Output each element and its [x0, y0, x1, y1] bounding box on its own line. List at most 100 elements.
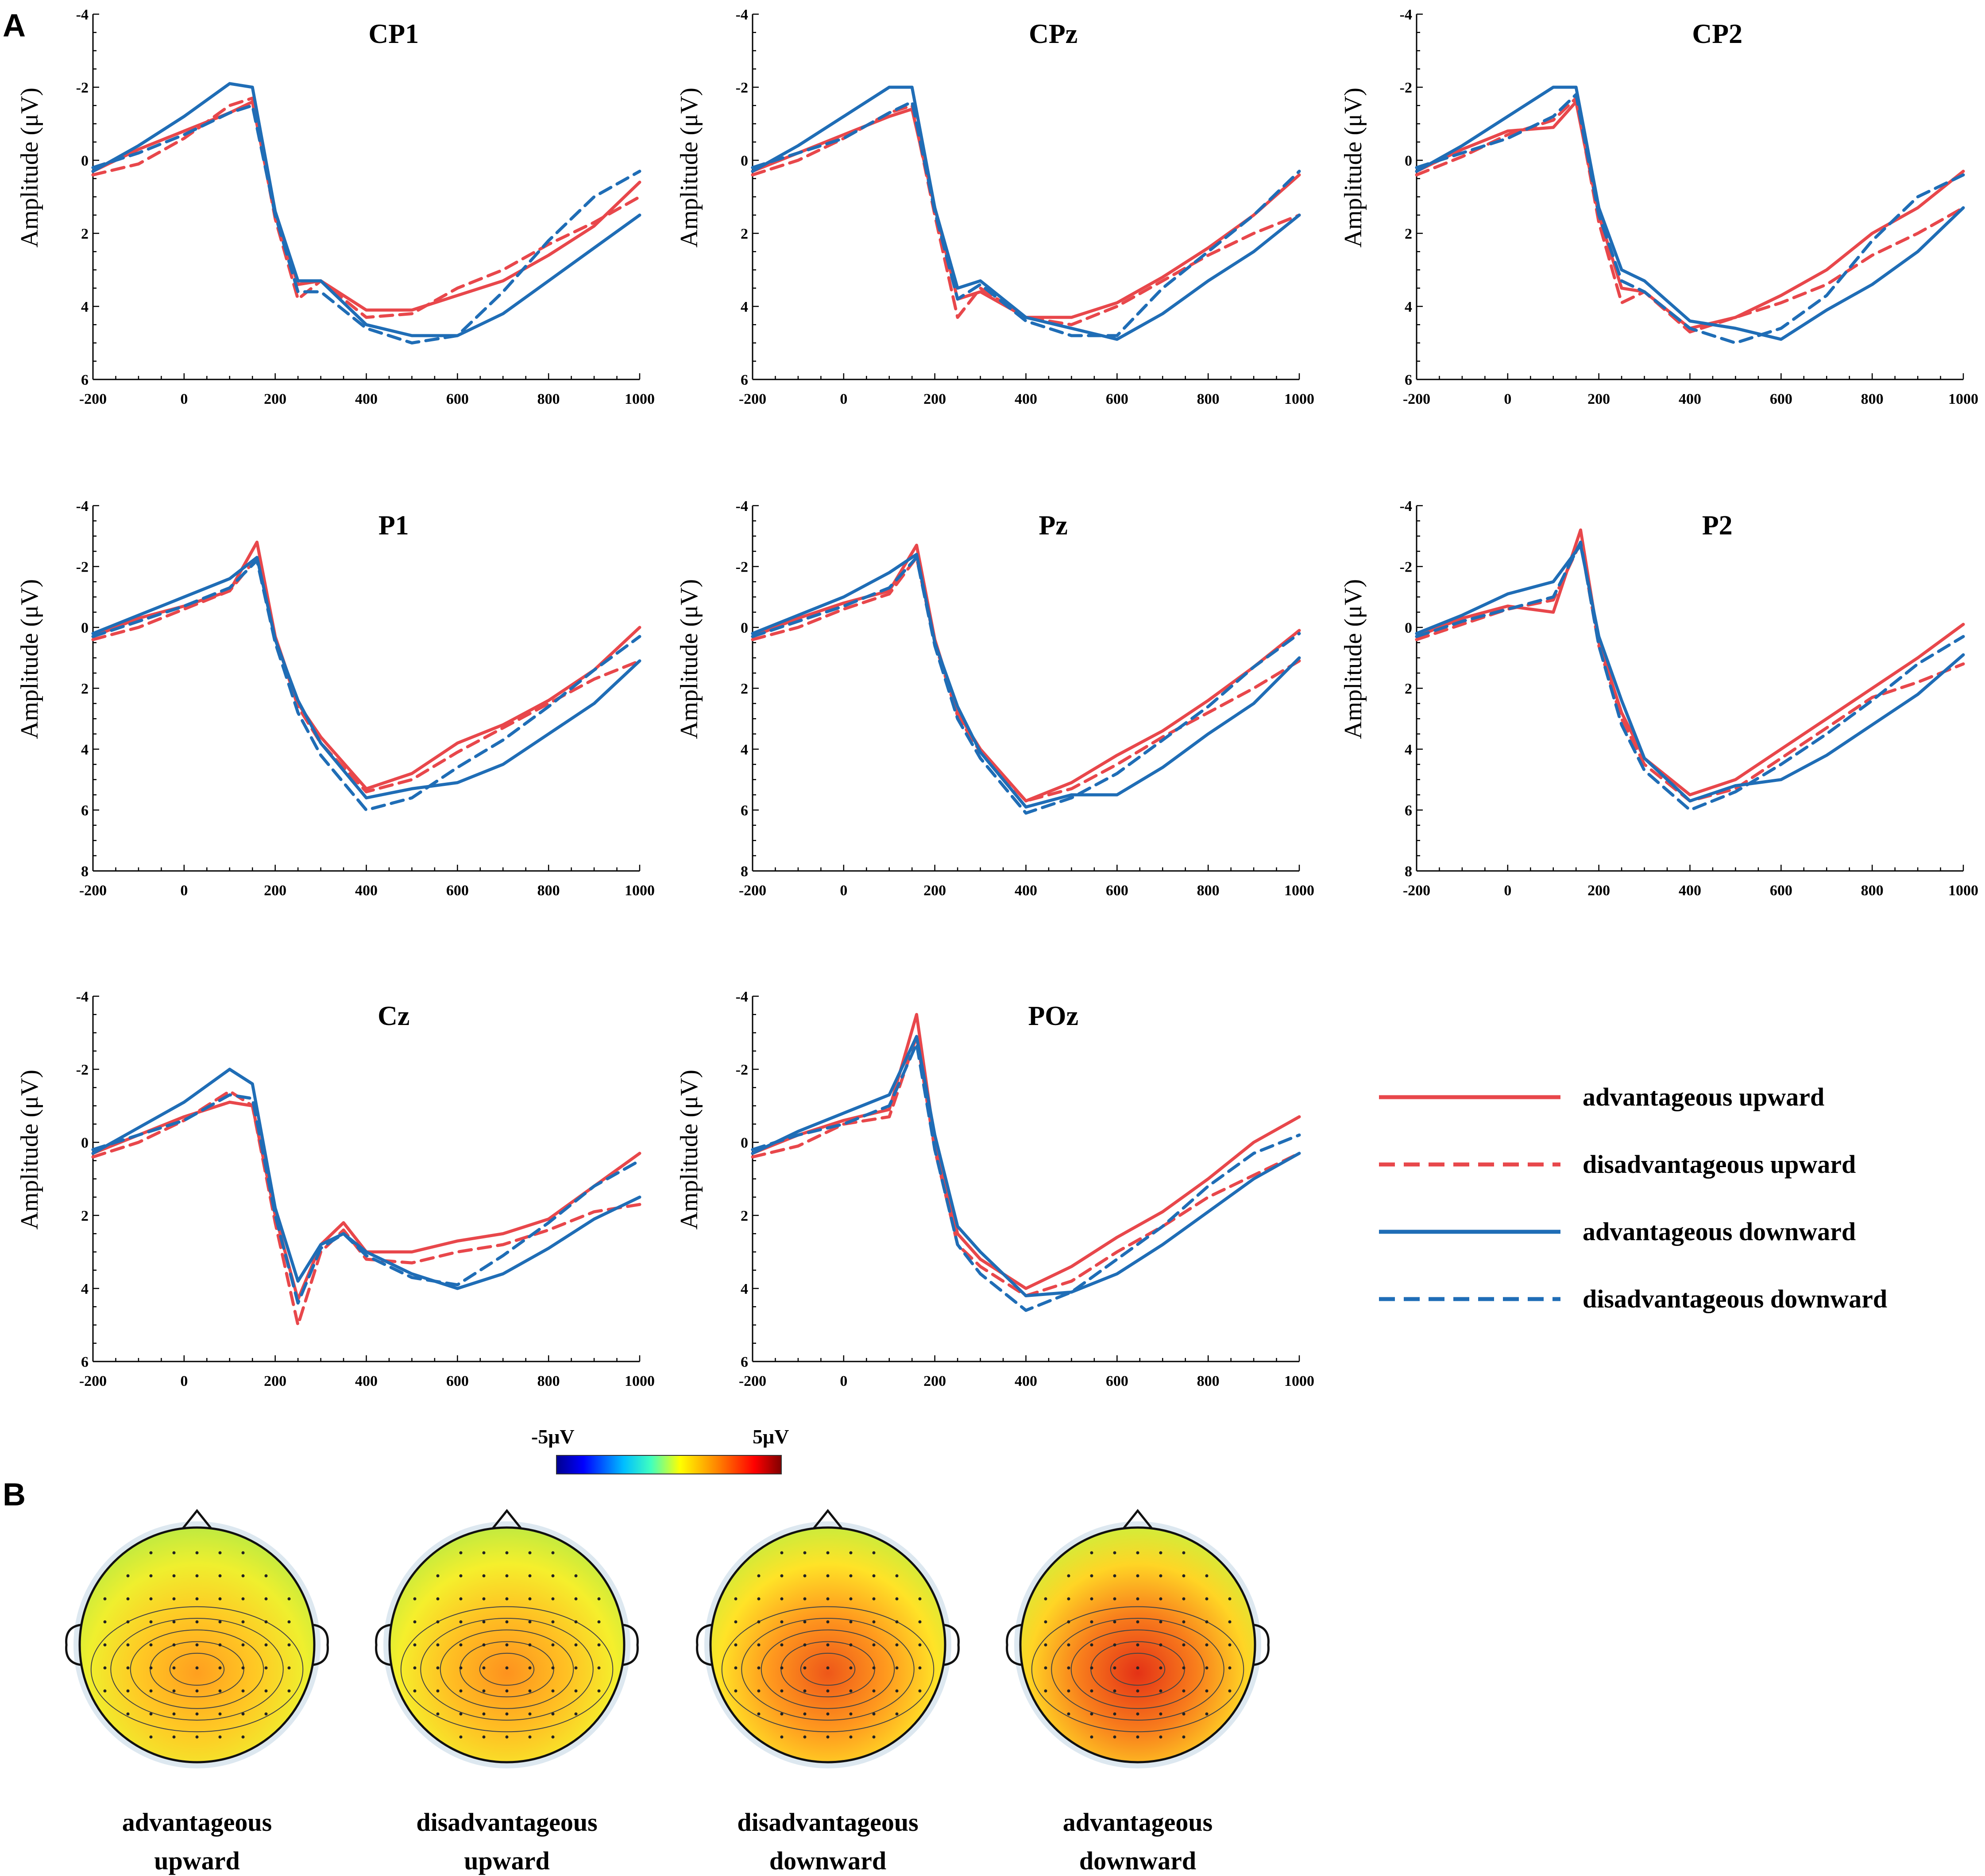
y-tick-label: 6: [741, 803, 748, 819]
y-tick-label: 6: [1405, 372, 1412, 388]
electrode-dot: [482, 1574, 486, 1578]
electrode-dot: [149, 1689, 153, 1693]
series-advantageous-downward: [751, 85, 1301, 341]
x-tick-label: 200: [264, 391, 286, 407]
electrode-dot: [826, 1735, 830, 1739]
electrode-dot: [1228, 1666, 1232, 1670]
electrode-dot: [1182, 1597, 1186, 1601]
electrode-dot: [895, 1574, 899, 1578]
electrode-dot: [1182, 1735, 1186, 1739]
electrode-dot: [872, 1712, 876, 1716]
electrode-dot: [895, 1712, 899, 1716]
y-tick-label: -2: [736, 80, 748, 96]
chart-title: P1: [378, 511, 409, 541]
electrode-dot: [241, 1643, 245, 1647]
series-disadvantageous-upward: [751, 1035, 1301, 1297]
electrode-dot: [734, 1666, 738, 1670]
x-tick-label: -200: [739, 882, 766, 899]
x-tick-label: 400: [1015, 1373, 1037, 1389]
series-disadvantageous-upward: [91, 97, 641, 319]
electrode-dot: [1044, 1620, 1047, 1624]
electrode-dot: [1182, 1574, 1186, 1578]
topomap-label-line2: upward: [154, 1846, 239, 1875]
colorbar-gradient: [556, 1455, 782, 1474]
electrode-dot: [172, 1574, 176, 1578]
electrode-dot: [149, 1643, 153, 1647]
electrode-dot: [436, 1643, 440, 1647]
electrode-dot: [757, 1666, 761, 1670]
y-tick-label: 4: [741, 742, 748, 758]
legend: advantageous upward disadvantageous upwa…: [1379, 1083, 1887, 1313]
electrode-dot: [757, 1689, 761, 1693]
electrode-dot: [757, 1597, 761, 1601]
electrode-dot: [505, 1712, 509, 1716]
chart-cp1: -4 -2 0 2 4 6 -200 0 200 400 600 800 1000 CP1 Amplitud…: [16, 7, 655, 407]
electrode-dot: [459, 1689, 463, 1693]
y-tick-label: 4: [741, 299, 748, 315]
topomap-contour: [400, 1606, 614, 1733]
y-axis-label: Amplitude (μV): [676, 579, 703, 739]
x-tick-label: -200: [1403, 882, 1430, 899]
y-tick-label: -2: [76, 1062, 89, 1078]
electrode-dot: [597, 1597, 601, 1601]
topomap-label-line2: downward: [1079, 1846, 1196, 1875]
electrode-dot: [1159, 1620, 1162, 1624]
chart-title: Cz: [378, 1001, 409, 1031]
electrode-dot: [574, 1620, 578, 1624]
right-ear: [623, 1624, 639, 1666]
electrode-dot: [826, 1597, 830, 1601]
electrode-dot: [1044, 1689, 1047, 1693]
y-axis-label: Amplitude (μV): [16, 579, 43, 739]
electrode-dot: [172, 1666, 176, 1670]
electrode-dot: [172, 1551, 176, 1555]
right-ear: [1254, 1624, 1270, 1666]
electrode-dot: [780, 1735, 784, 1739]
electrode-dot: [459, 1735, 463, 1739]
topomap-contour: [420, 1617, 594, 1721]
topomap-label-line2: downward: [769, 1846, 886, 1875]
electrode-dot: [872, 1735, 876, 1739]
electrode-dot: [551, 1689, 555, 1693]
electrode-dot: [918, 1597, 922, 1601]
electrode-dot: [1182, 1689, 1186, 1693]
electrode-dot: [1090, 1620, 1093, 1624]
electrode-dot: [1090, 1689, 1093, 1693]
electrode-dot: [241, 1735, 245, 1739]
electrode-dot: [849, 1712, 853, 1716]
electrode-dot: [1113, 1551, 1116, 1555]
electrode-dot: [126, 1597, 130, 1601]
x-tick-label: 400: [355, 1373, 378, 1389]
electrode-dot: [149, 1712, 153, 1716]
electrode-dot: [826, 1574, 830, 1578]
electrode-dot: [803, 1666, 807, 1670]
electrode-dot: [103, 1643, 107, 1647]
electrode-dot: [528, 1666, 532, 1670]
electrode-dot: [872, 1620, 876, 1624]
electrode-dot: [1113, 1735, 1116, 1739]
x-tick-label: 0: [1504, 391, 1511, 407]
y-tick-label: -2: [1400, 80, 1412, 96]
electrode-dot: [528, 1597, 532, 1601]
x-tick-label: 0: [180, 882, 188, 899]
x-tick-label: 200: [1587, 391, 1610, 407]
electrode-dot: [780, 1620, 784, 1624]
electrode-dot: [1113, 1666, 1116, 1670]
series-disadvantageous-downward: [751, 556, 1301, 815]
electrode-dot: [195, 1551, 199, 1555]
legend-label-disadvantageous-downward: disadvantageous downward: [1583, 1284, 1887, 1313]
electrode-dot: [780, 1551, 784, 1555]
electrode-dot: [482, 1597, 486, 1601]
electrode-dot: [459, 1597, 463, 1601]
electrode-dot: [241, 1666, 245, 1670]
x-tick-label: 200: [923, 882, 946, 899]
electrode-dot: [218, 1735, 222, 1739]
y-tick-label: -2: [76, 80, 89, 96]
legend-label-disadvantageous-upward: disadvantageous upward: [1583, 1150, 1856, 1179]
head-outline: [709, 1526, 946, 1764]
electrode-dot: [826, 1666, 830, 1670]
chart-title: Pz: [1039, 511, 1068, 541]
series-advantageous-upward: [91, 1100, 641, 1301]
electrode-dot: [413, 1666, 417, 1670]
electrode-dot: [803, 1574, 807, 1578]
y-tick-label: 0: [741, 620, 748, 636]
